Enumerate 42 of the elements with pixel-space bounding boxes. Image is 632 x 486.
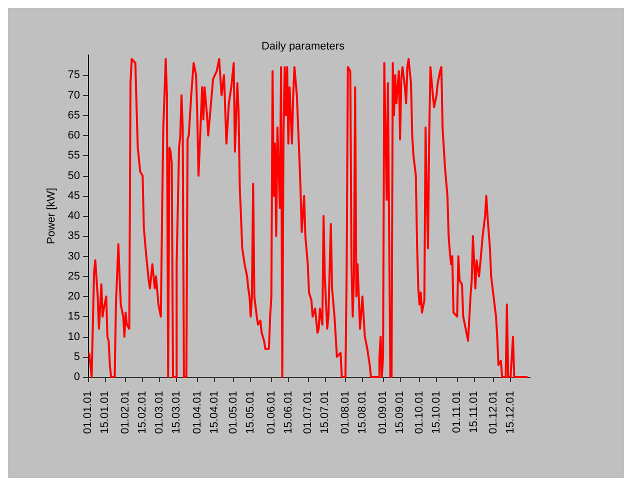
y-tick-label: 25 [68, 270, 80, 282]
y-tick-label: 50 [68, 170, 80, 182]
x-tick-label: 15.12.01 [504, 391, 517, 434]
x-tick-label: 15.01.01 [99, 391, 111, 434]
y-tick-label: 60 [68, 130, 80, 142]
x-tick-label: 15.04.01 [208, 391, 220, 434]
x-tick-label: 15.08.01 [356, 391, 368, 434]
y-tick-label: 45 [68, 190, 80, 202]
x-tick-label: 01.05.01 [228, 391, 240, 434]
x-tick-label: 15.02.01 [136, 391, 149, 434]
y-tick-label: 15 [68, 310, 80, 323]
x-tick-label: 01.06.01 [265, 391, 278, 434]
x-tick-label: 01.09.01 [377, 391, 390, 434]
y-tick-label: 35 [68, 230, 80, 242]
y-tick-label: 5 [74, 350, 80, 363]
x-tick-label: 01.03.01 [154, 391, 166, 434]
y-tick-label: 40 [68, 210, 80, 222]
x-tick-label: 01.10.01 [414, 391, 426, 434]
x-tick-label: 15.06.01 [282, 391, 294, 434]
x-tick-label: 15.03.01 [170, 391, 183, 434]
x-tick-label: 01.11.01 [451, 391, 464, 434]
x-tick-label: 15.11.01 [468, 391, 480, 434]
chart-title: Daily parameters [261, 40, 346, 52]
y-axis-title: Power [kW] [45, 188, 58, 244]
x-tick-label: 01.08.01 [339, 391, 352, 434]
y-tick-label: 70 [68, 89, 80, 102]
x-tick-label: 15.09.01 [394, 391, 406, 434]
x-tick-label: 01.04.01 [191, 391, 204, 434]
x-tick-label: 01.02.01 [120, 391, 132, 434]
x-tick-label: 15.07.01 [318, 391, 331, 434]
x-tick-label: 15.05.01 [244, 391, 257, 434]
y-tick-label: 0 [74, 371, 80, 383]
y-tick-label: 20 [68, 290, 80, 302]
x-tick-label: 15.10.01 [430, 391, 442, 434]
x-tick-label: 01.01.01 [82, 391, 94, 434]
y-tick-label: 65 [68, 109, 80, 122]
y-tick-label: 75 [68, 69, 80, 82]
y-tick-label: 30 [68, 250, 80, 262]
y-tick-label: 55 [68, 150, 80, 162]
y-tick-label: 10 [68, 330, 80, 343]
x-tick-label: 01.12.01 [488, 391, 500, 434]
x-tick-label: 01.07.01 [302, 391, 314, 434]
